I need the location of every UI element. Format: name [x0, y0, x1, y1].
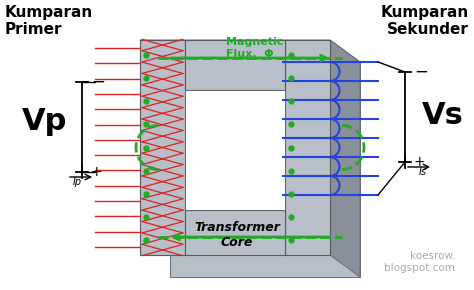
- Polygon shape: [185, 90, 285, 210]
- Text: Is: Is: [419, 167, 427, 177]
- Polygon shape: [285, 90, 315, 232]
- Polygon shape: [330, 40, 360, 277]
- Text: Ip: Ip: [73, 177, 82, 187]
- Polygon shape: [285, 40, 330, 255]
- Text: Kumparan
Sekunder: Kumparan Sekunder: [381, 5, 469, 37]
- Text: Vp: Vp: [22, 108, 68, 137]
- Polygon shape: [185, 40, 285, 90]
- Polygon shape: [170, 62, 360, 277]
- Text: −: −: [414, 63, 428, 81]
- Text: Kumparan
Primer: Kumparan Primer: [5, 5, 93, 37]
- Text: koesrow.
blogspot.com: koesrow. blogspot.com: [384, 251, 455, 273]
- Text: Vs: Vs: [422, 101, 464, 130]
- Polygon shape: [140, 40, 360, 62]
- Text: Magnetic
Flux,  Φ: Magnetic Flux, Φ: [226, 37, 283, 59]
- Polygon shape: [140, 40, 185, 255]
- Text: +: +: [91, 165, 103, 179]
- Polygon shape: [185, 90, 315, 112]
- Text: Transformer
Core: Transformer Core: [194, 221, 280, 249]
- Text: −: −: [91, 73, 105, 91]
- Polygon shape: [215, 112, 315, 232]
- Polygon shape: [185, 210, 285, 255]
- Text: +: +: [414, 155, 426, 169]
